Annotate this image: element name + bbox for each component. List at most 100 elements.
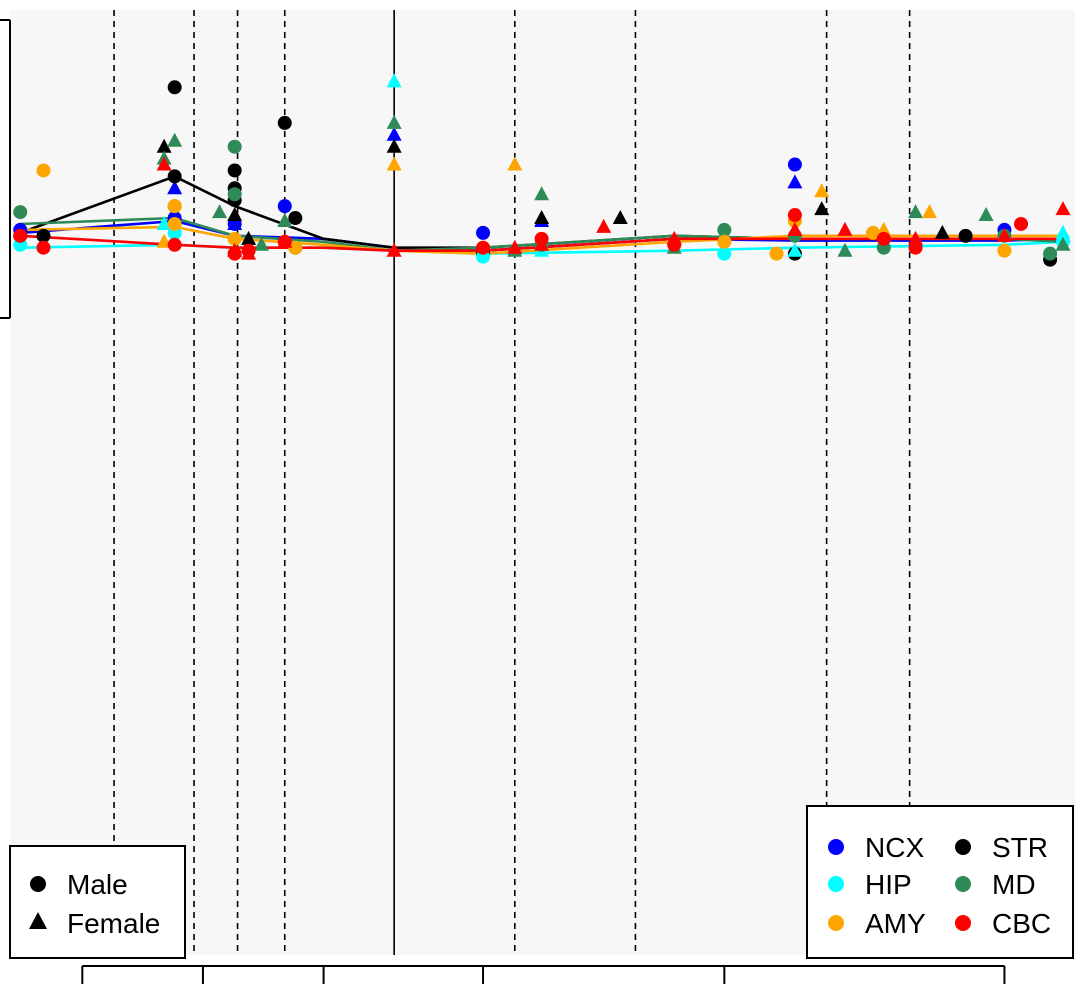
- point-str-female-4: [534, 210, 550, 225]
- point-hip-male-4: [717, 246, 732, 261]
- point-md-male-3: [227, 187, 242, 202]
- point-ncx-male-4: [476, 225, 491, 240]
- point-amy-female-1: [386, 156, 402, 171]
- point-md-female-7: [534, 186, 550, 201]
- legend-str-symbol: [955, 839, 971, 855]
- legend-ncx-label: NCX: [865, 832, 924, 863]
- point-amy-male-4: [288, 240, 303, 255]
- point-ncx-female-0: [167, 180, 183, 195]
- legend-md-label: MD: [992, 869, 1036, 900]
- point-hip-female-3: [787, 242, 803, 257]
- legend-md-symbol: [955, 876, 971, 892]
- partial-left-box: [0, 19, 11, 319]
- point-cbc-female-7: [596, 218, 612, 233]
- point-amy-female-4: [876, 221, 892, 236]
- shape-legend: Male Female: [9, 845, 186, 959]
- point-amy-male-1: [167, 216, 182, 231]
- legend-amy-symbol: [828, 915, 844, 931]
- legend-amy-label: AMY: [865, 908, 926, 939]
- legend-female-label: Female: [67, 908, 160, 939]
- point-md-female-0: [167, 132, 183, 147]
- point-amy-female-5: [921, 204, 937, 219]
- point-md-female-9: [837, 242, 853, 257]
- legend-hip-label: HIP: [865, 869, 912, 900]
- point-md-male-2: [227, 139, 242, 154]
- point-cbc-male-12: [1014, 216, 1029, 231]
- point-cbc-female-9: [787, 221, 803, 236]
- point-md-male-0: [13, 205, 28, 220]
- point-md-female-2: [212, 204, 228, 219]
- point-md-male-10: [1043, 246, 1058, 261]
- point-str-male-4: [227, 163, 242, 178]
- point-md-female-3: [254, 236, 270, 251]
- point-md-female-10: [908, 204, 924, 219]
- point-amy-male-6: [769, 246, 784, 261]
- point-cbc-female-5: [507, 239, 523, 254]
- point-str-female-3: [386, 138, 402, 153]
- point-str-male-3: [167, 169, 182, 184]
- point-amy-male-9: [997, 243, 1012, 258]
- point-cbc-female-4: [386, 242, 402, 257]
- point-cbc-female-12: [996, 227, 1012, 242]
- legend-female-symbol: [29, 912, 47, 929]
- point-amy-male-0: [36, 163, 51, 178]
- point-amy-male-8: [866, 225, 881, 240]
- point-amy-male-3: [227, 231, 242, 246]
- point-str-female-1: [227, 207, 243, 222]
- point-md-female-12: [1055, 236, 1071, 251]
- point-str-male-1: [36, 228, 51, 243]
- point-ncx-female-4: [787, 174, 803, 189]
- plot-background: [10, 10, 1075, 955]
- point-hip-female-1: [386, 73, 402, 88]
- point-cbc-male-2: [167, 237, 182, 252]
- point-cbc-female-8: [666, 230, 682, 245]
- point-cbc-female-1: [227, 242, 243, 257]
- line-amy: [20, 225, 1063, 256]
- point-str-female-5: [612, 210, 628, 225]
- point-md-female-11: [978, 207, 994, 222]
- point-cbc-female-0: [156, 156, 172, 171]
- point-md-female-4: [277, 212, 293, 227]
- point-ncx-female-1: [227, 215, 243, 230]
- point-ncx-female-2: [386, 126, 402, 141]
- point-amy-female-3: [814, 183, 830, 198]
- point-str-male-8: [288, 211, 303, 226]
- point-cbc-female-3: [277, 233, 293, 248]
- point-cbc-male-0: [13, 228, 28, 243]
- point-cbc-female-2: [241, 245, 257, 260]
- legend-hip-symbol: [828, 876, 844, 892]
- x-ticks: [81, 966, 1006, 984]
- series-lines: [19, 174, 1064, 256]
- point-str-female-7: [934, 224, 950, 239]
- data-points: [13, 73, 1071, 267]
- point-str-male-7: [277, 115, 292, 130]
- point-amy-male-5: [717, 234, 732, 249]
- point-cbc-male-9: [787, 208, 802, 223]
- legend-cbc-label: CBC: [992, 908, 1051, 939]
- legend-cbc-symbol: [955, 915, 971, 931]
- line-cbc: [20, 234, 1063, 252]
- point-cbc-male-1: [36, 240, 51, 255]
- region-legend: NCX STR HIP MD AMY CBC: [806, 805, 1074, 959]
- point-md-male-6: [717, 222, 732, 237]
- point-amy-male-2: [167, 199, 182, 214]
- legend-male-symbol: [30, 876, 46, 892]
- point-cbc-male-10: [876, 231, 891, 246]
- point-cbc-female-11: [908, 230, 924, 245]
- point-cbc-female-10: [837, 221, 853, 236]
- point-str-female-2: [241, 230, 257, 245]
- legend-str-label: STR: [992, 832, 1048, 863]
- point-amy-female-2: [507, 156, 523, 171]
- point-cbc-female-6: [534, 236, 550, 251]
- point-hip-female-0: [156, 215, 172, 230]
- point-ncx-male-3: [277, 199, 292, 214]
- point-md-female-5: [386, 114, 402, 129]
- point-str-male-2: [167, 80, 182, 95]
- point-cbc-female-13: [1055, 201, 1071, 216]
- x-axis: [81, 965, 1006, 984]
- legend-ncx-symbol: [828, 839, 844, 855]
- legend-male-label: Male: [67, 869, 128, 900]
- point-ncx-male-5: [787, 157, 802, 172]
- point-str-female-6: [814, 201, 830, 216]
